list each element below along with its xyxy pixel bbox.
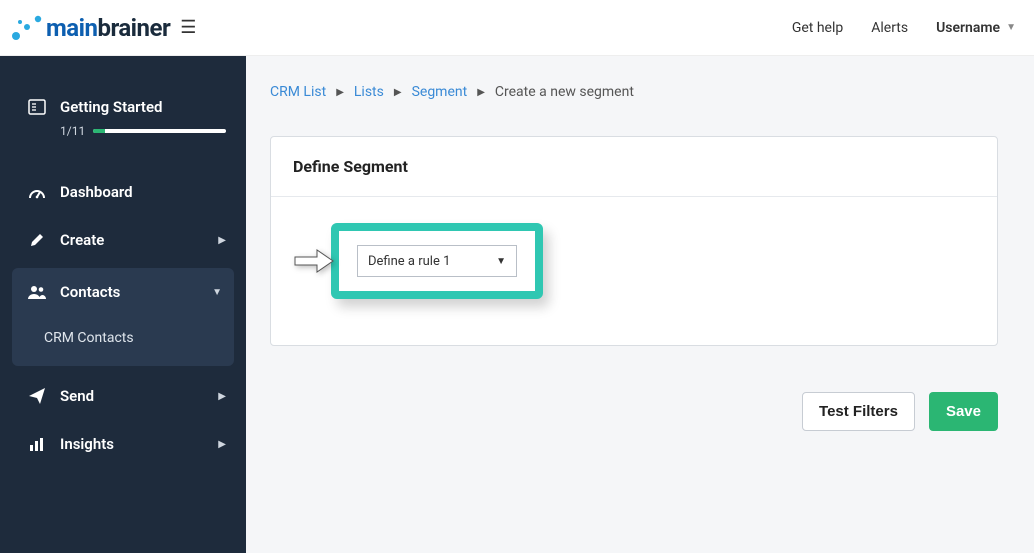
caret-down-icon: ▼: [1006, 22, 1016, 33]
breadcrumb-crm-list[interactable]: CRM List: [270, 84, 326, 100]
save-button[interactable]: Save: [929, 392, 998, 431]
breadcrumb-segment[interactable]: Segment: [412, 84, 468, 100]
logo-dots-icon: [10, 14, 44, 42]
arrow-right-icon: [293, 247, 335, 275]
pencil-icon: [28, 232, 46, 248]
gauge-icon: [28, 184, 46, 200]
sidebar-item-label: Send: [60, 387, 204, 405]
getting-started-progress: [93, 129, 226, 133]
breadcrumb-sep-icon: ▶: [477, 87, 485, 98]
action-bar: Test Filters Save: [270, 392, 998, 431]
logo-text: mainbrainer: [46, 14, 170, 42]
paper-plane-icon: [28, 388, 46, 404]
getting-started-progress-text: 1/11: [60, 124, 85, 138]
sidebar-item-insights[interactable]: Insights ▶: [0, 420, 246, 468]
sidebar-item-label: Contacts: [60, 283, 198, 301]
define-segment-card: Define Segment Define a rule 1 ▼: [270, 136, 998, 346]
username-label: Username: [936, 20, 1000, 36]
card-title: Define Segment: [271, 137, 997, 197]
test-filters-button[interactable]: Test Filters: [802, 392, 915, 431]
chevron-right-icon: ▶: [218, 439, 226, 450]
define-rule-select[interactable]: Define a rule 1 ▼: [357, 245, 517, 277]
logo[interactable]: mainbrainer: [10, 14, 170, 42]
breadcrumb: CRM List ▶ Lists ▶ Segment ▶ Create a ne…: [270, 84, 998, 100]
breadcrumb-lists[interactable]: Lists: [354, 84, 384, 100]
highlight-callout: Define a rule 1 ▼: [293, 223, 543, 299]
checklist-icon: [28, 99, 46, 115]
logo-brainer: brainer: [97, 14, 170, 42]
chevron-down-icon: ▼: [212, 287, 222, 298]
main-content: CRM List ▶ Lists ▶ Segment ▶ Create a ne…: [246, 56, 1034, 553]
sidebar-item-contacts[interactable]: Contacts ▼: [12, 268, 234, 316]
hamburger-icon[interactable]: ☰: [180, 19, 196, 37]
define-rule-label: Define a rule 1: [368, 254, 450, 269]
topbar: mainbrainer ☰ Get help Alerts Username ▼: [0, 0, 1034, 56]
sidebar-item-label: Insights: [60, 435, 204, 453]
breadcrumb-sep-icon: ▶: [336, 87, 344, 98]
topbar-links: Get help Alerts Username ▼: [792, 20, 1016, 36]
get-help-link[interactable]: Get help: [792, 20, 843, 36]
highlight-box: Define a rule 1 ▼: [331, 223, 543, 299]
sidebar: Getting Started 1/11 Dashboard Create ▶: [0, 56, 246, 553]
sidebar-item-create[interactable]: Create ▶: [0, 216, 246, 264]
users-icon: [28, 285, 46, 299]
sidebar-item-send[interactable]: Send ▶: [0, 372, 246, 420]
getting-started-label: Getting Started: [60, 98, 226, 116]
sidebar-item-label: Dashboard: [60, 183, 226, 201]
sidebar-item-dashboard[interactable]: Dashboard: [0, 168, 246, 216]
sidebar-subitem-crm-contacts[interactable]: CRM Contacts: [12, 320, 234, 356]
bar-chart-icon: [28, 437, 46, 451]
logo-main: main: [46, 14, 97, 42]
caret-down-icon: ▼: [496, 256, 506, 267]
sidebar-contacts-submenu: CRM Contacts: [12, 316, 234, 366]
user-menu[interactable]: Username ▼: [936, 20, 1016, 36]
sidebar-item-label: Create: [60, 231, 204, 249]
breadcrumb-sep-icon: ▶: [394, 87, 402, 98]
alerts-link[interactable]: Alerts: [871, 20, 908, 36]
chevron-right-icon: ▶: [218, 391, 226, 402]
chevron-right-icon: ▶: [218, 235, 226, 246]
sidebar-getting-started[interactable]: Getting Started 1/11: [0, 86, 246, 150]
breadcrumb-current: Create a new segment: [495, 84, 634, 100]
